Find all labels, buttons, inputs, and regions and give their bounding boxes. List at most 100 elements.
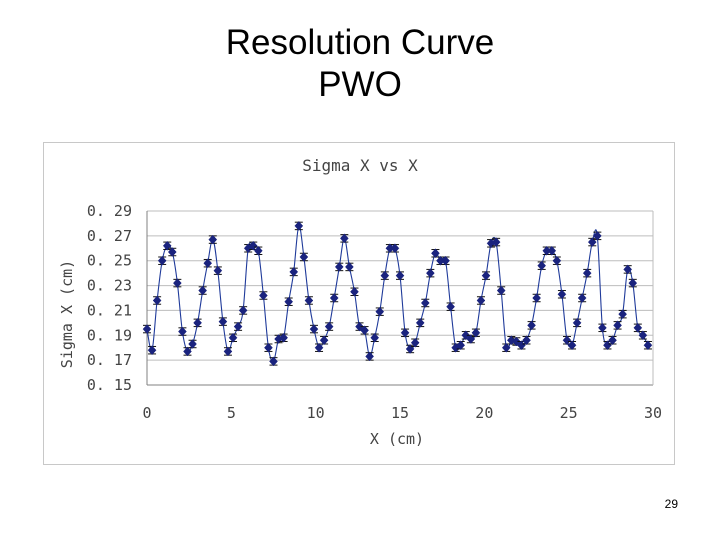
- diamond-marker: [193, 317, 202, 328]
- data-point: [152, 295, 162, 306]
- data-point: [193, 317, 202, 328]
- data-point: [456, 340, 466, 351]
- data-point: [340, 233, 349, 244]
- diamond-marker: [157, 255, 167, 266]
- data-point: [598, 322, 607, 333]
- data-point: [223, 346, 233, 357]
- data-point: [405, 344, 415, 354]
- data-point: [248, 240, 258, 251]
- data-point: [633, 322, 643, 333]
- data-point: [360, 325, 369, 336]
- diamond-marker: [598, 322, 607, 333]
- diamond-marker: [476, 295, 486, 306]
- diamond-marker: [314, 342, 324, 353]
- diamond-marker: [365, 351, 374, 362]
- diamond-marker: [390, 243, 400, 254]
- y-tick-label: 0. 27: [87, 227, 132, 245]
- data-point: [415, 317, 425, 328]
- diamond-marker: [213, 265, 223, 276]
- data-point: [441, 255, 450, 266]
- data-point: [299, 252, 309, 262]
- data-point: [345, 262, 354, 272]
- diamond-marker: [572, 317, 582, 328]
- data-point: [517, 340, 526, 351]
- x-tick-label: 20: [475, 404, 493, 422]
- data-point: [233, 321, 243, 332]
- axis-layer: [146, 211, 654, 386]
- x-tick-label: 30: [644, 404, 662, 422]
- tick-labels: 0. 15 0. 17 0. 19 0. 21 0. 23 0. 25 0. 27 0. 29…: [87, 202, 662, 422]
- data-point: [552, 255, 562, 266]
- diamond-marker: [360, 325, 369, 336]
- diamond-marker: [395, 270, 405, 281]
- data-point: [572, 317, 582, 328]
- diamond-marker: [496, 285, 506, 296]
- diamond-marker: [587, 237, 597, 247]
- data-point: [294, 221, 304, 231]
- diamond-marker: [613, 320, 622, 331]
- diamond-marker: [218, 316, 228, 327]
- data-point: [557, 289, 567, 300]
- diamond-marker: [208, 234, 218, 245]
- diamond-marker: [345, 262, 354, 272]
- diamond-marker: [375, 306, 385, 317]
- diamond-marker: [471, 327, 481, 338]
- x-axis-label: X (cm): [370, 430, 424, 448]
- diamond-marker: [643, 340, 653, 351]
- diamond-marker: [203, 258, 213, 269]
- data-point: [567, 340, 577, 351]
- data-point: [259, 290, 268, 301]
- data-point: [228, 332, 238, 343]
- data-point: [582, 268, 592, 279]
- data-point: [501, 342, 511, 353]
- data-point: [395, 270, 405, 281]
- data-point: [476, 295, 486, 306]
- series-line: [146, 225, 649, 363]
- diamond-marker: [319, 335, 329, 346]
- data-point: [264, 342, 273, 353]
- y-tick-label: 0. 23: [87, 277, 132, 295]
- chart-frame: Sigma X vs X Sigma X (cm) X (cm) 0. 15 0.…: [43, 142, 675, 465]
- x-tick-label: 25: [560, 404, 578, 422]
- diamond-marker: [238, 305, 248, 316]
- y-tick-label: 0. 17: [87, 351, 132, 369]
- data-point: [496, 285, 506, 296]
- diamond-marker: [248, 240, 258, 251]
- data-point: [253, 245, 263, 256]
- data-point: [471, 327, 481, 338]
- data-point: [380, 270, 390, 281]
- diamond-marker: [152, 295, 162, 306]
- diamond-marker: [309, 324, 319, 334]
- diamond-marker: [537, 260, 547, 271]
- diamond-marker: [329, 293, 339, 303]
- data-point: [547, 245, 557, 256]
- diamond-marker: [608, 335, 617, 346]
- diamond-marker: [400, 327, 410, 338]
- x-tick-label: 0: [142, 404, 151, 422]
- data-point: [431, 248, 440, 259]
- data-point: [188, 339, 197, 349]
- data-point: [355, 321, 364, 332]
- diamond-marker: [340, 233, 349, 244]
- diamond-marker: [178, 326, 187, 337]
- diamond-marker: [420, 298, 430, 308]
- diamond-marker: [142, 324, 152, 334]
- data-point: [279, 332, 288, 343]
- diamond-marker: [446, 301, 455, 312]
- slide-title-line1: Resolution Curve: [225, 23, 495, 62]
- data-point: [157, 255, 167, 266]
- data-point: [466, 334, 476, 344]
- diamond-marker: [532, 293, 541, 303]
- data-point: [527, 320, 536, 331]
- data-point: [577, 293, 587, 303]
- diamond-marker: [284, 296, 294, 307]
- diamond-marker: [162, 240, 172, 251]
- data-point: [183, 346, 192, 357]
- data-point: [304, 295, 314, 306]
- diamond-marker: [456, 340, 466, 351]
- diamond-marker: [582, 268, 592, 279]
- slide-title: Resolution Curve PWO: [0, 22, 720, 106]
- data-point: [238, 305, 248, 316]
- data-point: [628, 278, 638, 288]
- diamond-marker: [618, 309, 627, 320]
